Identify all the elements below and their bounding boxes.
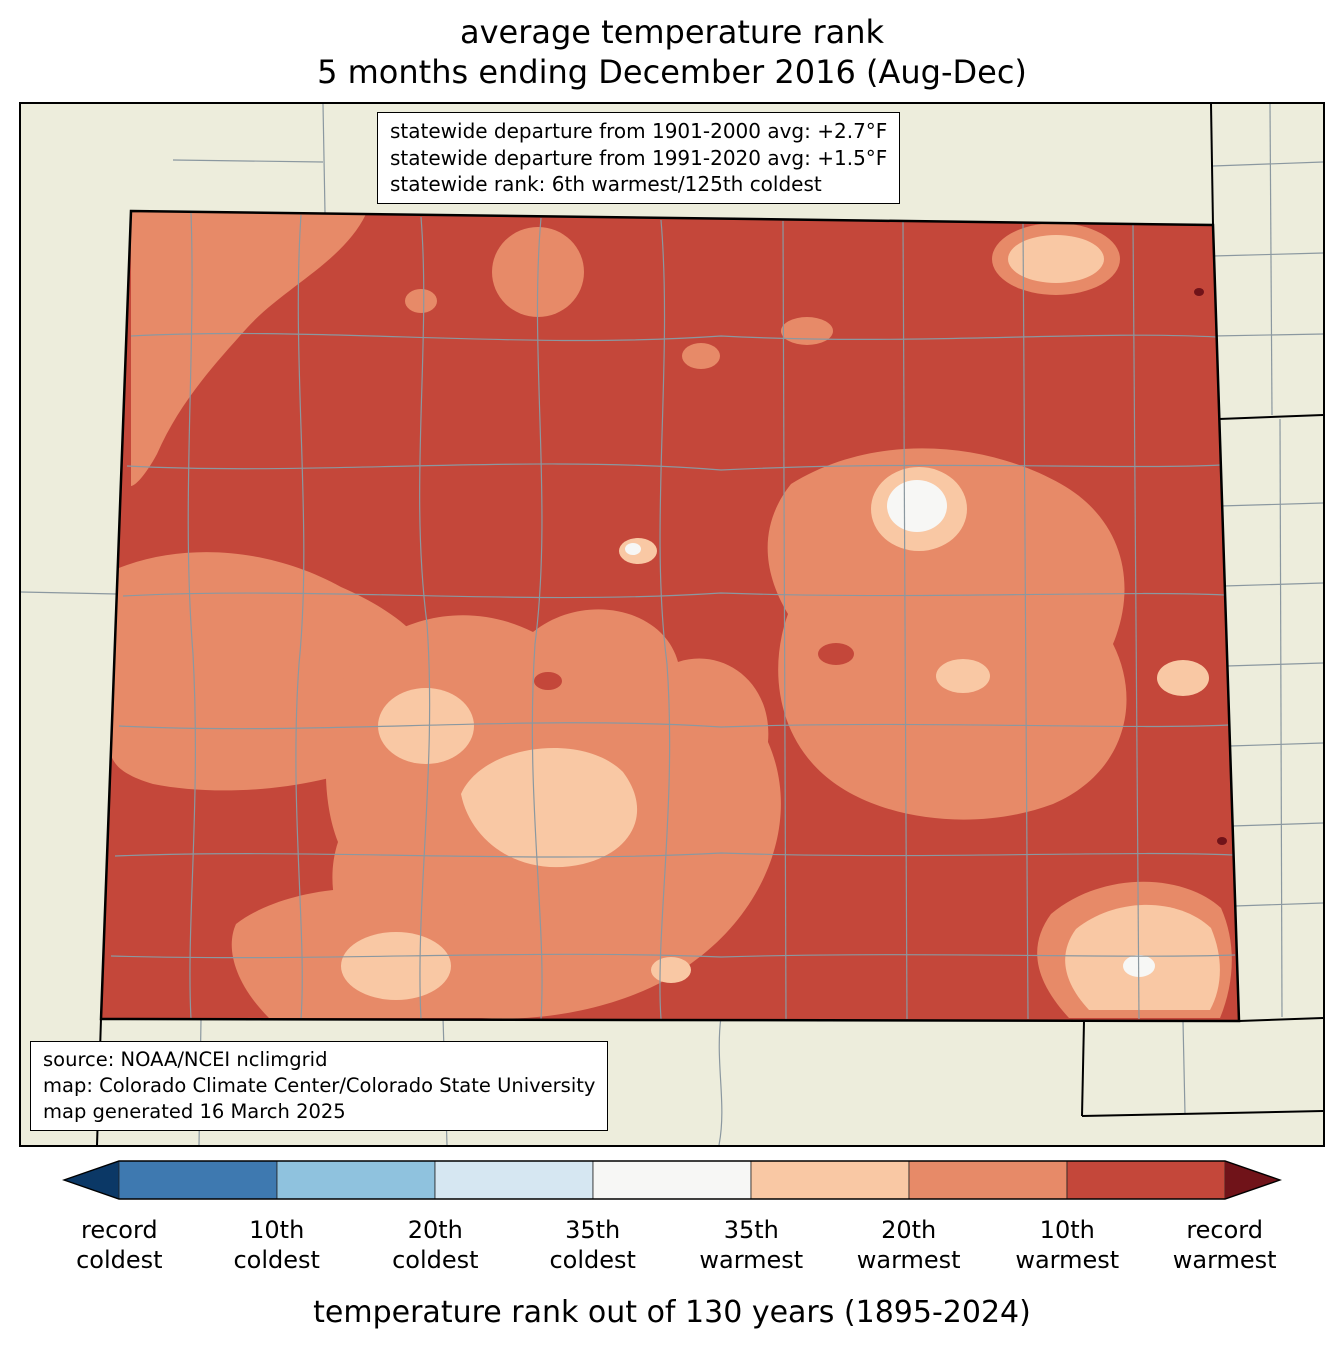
cb-seg-35th-coldest	[434, 1160, 594, 1200]
colorbar-labels: record coldest 10th coldest 20th coldest 35…	[62, 1215, 1282, 1285]
source-line-3: map generated 16 March 2025	[43, 1100, 346, 1124]
cb-label-record-warmest: record warmest	[1172, 1216, 1277, 1274]
stats-box: statewide departure from 1901-2000 avg: …	[377, 112, 901, 204]
chart-title: average temperature rank 5 months ending…	[0, 0, 1344, 92]
cb-label-35th-warmest: 35th warmest	[699, 1216, 804, 1274]
cb-arrow-record-warmest	[1225, 1161, 1280, 1199]
cb-label-10th-warmest: 10th warmest	[1015, 1216, 1120, 1274]
cb-seg-20th-coldest	[276, 1160, 436, 1200]
cb-seg-middle	[592, 1160, 752, 1200]
map-frame: statewide departure from 1901-2000 avg: …	[19, 102, 1325, 1147]
neighbor-state-borders	[96, 104, 1323, 1145]
colorbar-scale	[62, 1160, 1282, 1200]
temperature-rank-fills	[101, 211, 1239, 1021]
cb-seg-10th-warmest	[1066, 1160, 1226, 1200]
cb-seg-20th-warmest	[908, 1160, 1068, 1200]
cb-label-35th-coldest: 35th coldest	[549, 1216, 636, 1274]
colorado-state-border	[99, 209, 1241, 1023]
cb-seg-10th-coldest	[118, 1160, 278, 1200]
colorbar: record coldest 10th coldest 20th coldest 35…	[62, 1159, 1282, 1346]
cb-label-record-coldest: record coldest	[76, 1216, 163, 1274]
colorado-map	[21, 104, 1323, 1145]
cb-seg-35th-warmest	[750, 1160, 910, 1200]
record-warmest-spots	[1194, 288, 1227, 845]
stats-line-2: statewide departure from 1991-2020 avg: …	[390, 145, 888, 170]
colorado-county-lines	[110, 212, 1236, 1020]
title-line-1: average temperature rank	[459, 13, 885, 51]
cb-label-20th-coldest: 20th coldest	[392, 1216, 479, 1274]
source-line-1: source: NOAA/NCEI nclimgrid	[43, 1048, 328, 1072]
stats-line-3: statewide rank: 6th warmest/125th coldes…	[390, 172, 822, 197]
cb-label-20th-warmest: 20th warmest	[856, 1216, 961, 1274]
cb-label-10th-coldest: 10th coldest	[233, 1216, 320, 1274]
cb-arrow-record-coldest	[64, 1161, 119, 1199]
cb-outline	[62, 1160, 1282, 1200]
title-line-2: 5 months ending December 2016 (Aug-Dec)	[317, 53, 1027, 91]
warm-35-regions	[341, 235, 1220, 1010]
source-box: source: NOAA/NCEI nclimgrid map: Colorad…	[30, 1041, 609, 1131]
stats-line-1: statewide departure from 1901-2000 avg: …	[390, 119, 888, 143]
warm-10-inner-spots	[534, 643, 854, 690]
colorbar-caption: temperature rank out of 130 years (1895-…	[313, 1295, 1031, 1330]
source-line-2: map: Colorado Climate Center/Colorado St…	[43, 1074, 596, 1098]
